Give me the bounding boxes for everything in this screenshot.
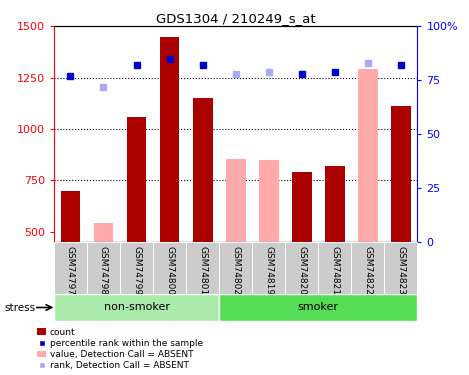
Text: GSM74819: GSM74819 bbox=[264, 246, 273, 295]
Bar bbox=[219, 294, 417, 321]
Bar bbox=[54, 242, 87, 294]
Bar bbox=[358, 69, 378, 242]
Text: stress: stress bbox=[5, 303, 36, 313]
Bar bbox=[285, 242, 318, 294]
Bar bbox=[153, 242, 186, 294]
Text: GSM74797: GSM74797 bbox=[66, 246, 75, 295]
Bar bbox=[61, 190, 80, 242]
Bar bbox=[391, 106, 411, 242]
Bar bbox=[351, 242, 385, 294]
Bar bbox=[219, 242, 252, 294]
Bar bbox=[318, 242, 351, 294]
Bar bbox=[159, 36, 180, 242]
Bar bbox=[259, 160, 279, 242]
Bar bbox=[54, 294, 219, 321]
Bar bbox=[252, 242, 285, 294]
Bar bbox=[226, 159, 246, 242]
Text: GSM74822: GSM74822 bbox=[363, 246, 372, 295]
Title: GDS1304 / 210249_s_at: GDS1304 / 210249_s_at bbox=[156, 12, 316, 25]
Legend: count, percentile rank within the sample, value, Detection Call = ABSENT, rank, : count, percentile rank within the sample… bbox=[38, 328, 203, 370]
Text: non-smoker: non-smoker bbox=[104, 303, 169, 312]
Bar bbox=[292, 172, 312, 242]
Text: GSM74800: GSM74800 bbox=[165, 246, 174, 295]
Bar bbox=[94, 224, 113, 242]
Text: GSM74798: GSM74798 bbox=[99, 246, 108, 295]
Bar bbox=[325, 166, 345, 242]
Bar bbox=[87, 242, 120, 294]
Bar bbox=[193, 98, 212, 242]
Bar bbox=[385, 242, 417, 294]
Bar bbox=[127, 117, 146, 242]
Text: GSM74821: GSM74821 bbox=[330, 246, 339, 295]
Text: GSM74820: GSM74820 bbox=[297, 246, 306, 295]
Bar bbox=[186, 242, 219, 294]
Bar bbox=[120, 242, 153, 294]
Text: GSM74823: GSM74823 bbox=[396, 246, 405, 295]
Text: GSM74801: GSM74801 bbox=[198, 246, 207, 295]
Text: GSM74799: GSM74799 bbox=[132, 246, 141, 295]
Text: smoker: smoker bbox=[298, 303, 339, 312]
Text: GSM74802: GSM74802 bbox=[231, 246, 240, 295]
